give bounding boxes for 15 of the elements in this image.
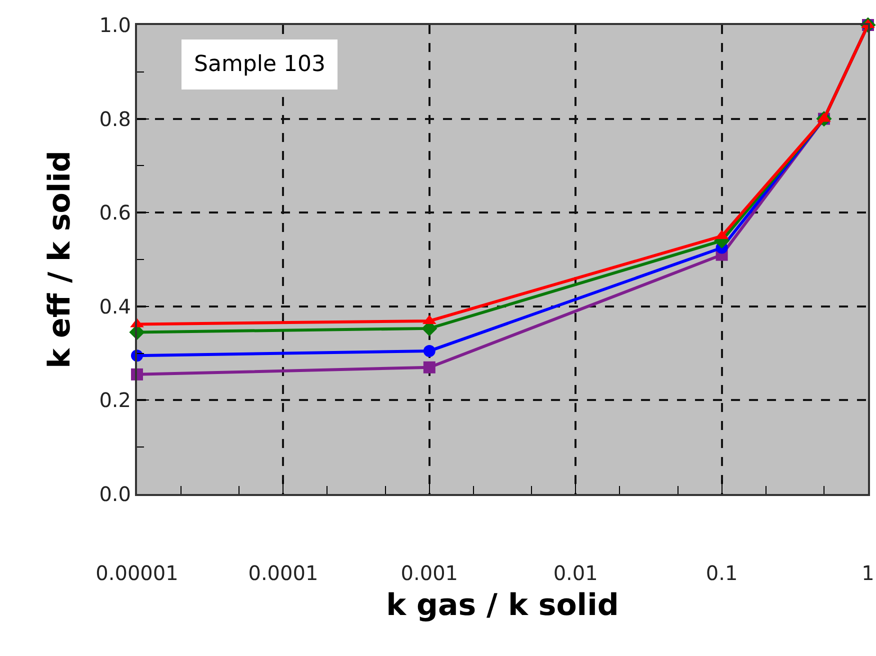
x-tick-label: 0.0001: [248, 561, 318, 585]
x-tick-label: 0.1: [706, 561, 738, 585]
x-tick-label: 0.001: [400, 561, 458, 585]
y-axis-title: k eff / k solid: [42, 150, 78, 368]
annotation: Sample 103: [194, 52, 326, 77]
y-tick-label: 0.2: [99, 388, 131, 412]
x-tick-label: 0.00001: [96, 561, 178, 585]
x-axis-title: k gas / k solid: [386, 588, 619, 623]
y-tick-label: 0.8: [99, 106, 131, 131]
y-tick-label: 0.6: [99, 200, 131, 225]
x-tick-label: 0.01: [553, 561, 598, 585]
y-tick-label: 0.0: [99, 482, 131, 506]
x-tick-label: 1: [862, 561, 874, 585]
y-tick-label: 1.0: [99, 13, 131, 37]
y-tick-label: 0.4: [99, 294, 131, 318]
